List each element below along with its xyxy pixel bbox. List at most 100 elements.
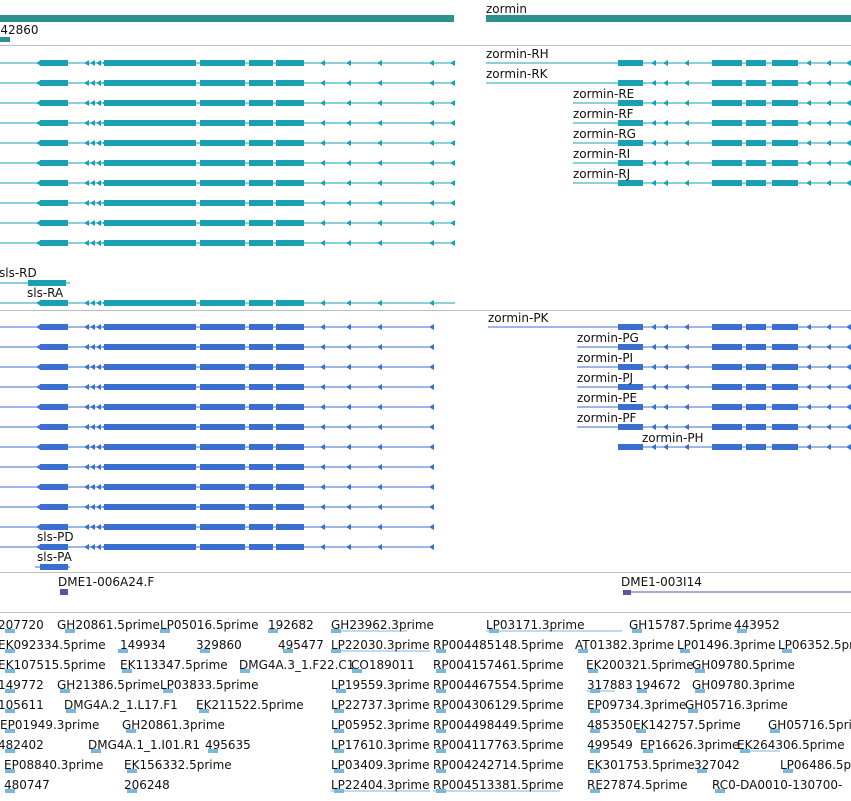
est-label[interactable]: 207720 (0, 618, 44, 632)
est-label[interactable]: RP004498449.5prime (433, 718, 564, 732)
est-label[interactable]: AT01382.3prime (575, 638, 675, 652)
protein-label[interactable]: zormin-PH (642, 431, 704, 445)
exon-arrow (377, 544, 382, 550)
est-label[interactable]: LP03833.5prime (160, 678, 259, 692)
exon-arrow (806, 384, 811, 390)
est-label[interactable]: EK211522.5prime (196, 698, 304, 712)
est-label[interactable]: EK107515.5prime (0, 658, 106, 672)
transcript-label[interactable]: sls-RD (0, 266, 37, 280)
est-label[interactable]: LP19559.3prime (331, 678, 430, 692)
exon-arrow (36, 544, 41, 550)
est-label[interactable]: 317883 (587, 678, 633, 692)
est-label[interactable]: GH20861.5prime (57, 618, 160, 632)
est-label[interactable]: RP004242714.5prime (433, 758, 564, 772)
est-label[interactable]: 485350 (587, 718, 633, 732)
exon-arrow (346, 60, 351, 66)
clone-label[interactable]: DME1-006A24.F (58, 575, 155, 589)
est-label[interactable]: GH05716.5prime (768, 718, 851, 732)
est-label[interactable]: LP03171.3prime (486, 618, 585, 632)
transcript-label[interactable]: zormin-RE (573, 87, 635, 101)
est-label[interactable]: LP05016.5prime (160, 618, 259, 632)
est-label[interactable]: LP03409.3prime (331, 758, 430, 772)
est-label[interactable]: 499549 (587, 738, 633, 752)
est-label[interactable]: 482402 (0, 738, 44, 752)
protein-label[interactable]: sls-PA (37, 550, 72, 564)
est-label[interactable]: EP16626.3prime (640, 738, 740, 752)
est-label[interactable]: 206248 (124, 778, 170, 792)
est-label[interactable]: GH09780.3prime (692, 678, 795, 692)
protein-label[interactable]: zormin-PF (577, 411, 637, 425)
est-label[interactable]: DMG4A.1_1.I01.R1 (88, 738, 201, 752)
est-label[interactable]: 443952 (734, 618, 780, 632)
exon-arrow (320, 504, 325, 510)
est-label[interactable]: RP004306129.5prime (433, 698, 564, 712)
est-label[interactable]: 329860 (196, 638, 242, 652)
est-label[interactable]: RP004485148.5prime (433, 638, 564, 652)
clone-label[interactable]: DME1-003I14 (621, 575, 702, 589)
exon-block (746, 364, 766, 370)
est-label[interactable]: EK301753.5prime (587, 758, 695, 772)
transcript-label[interactable]: zormin-RG (573, 127, 636, 141)
est-label[interactable]: RP004513381.5prime (433, 778, 564, 792)
est-label[interactable]: EP09734.3prime (587, 698, 687, 712)
est-label[interactable]: EP08840.3prime (4, 758, 104, 772)
transcript-label[interactable]: zormin-RI (573, 147, 631, 161)
exon-arrow (90, 180, 95, 186)
est-label[interactable]: CO189011 (351, 658, 415, 672)
exon-arrow (806, 120, 811, 126)
est-label[interactable]: GH20861.3prime (122, 718, 225, 732)
transcript-label[interactable]: zormin-RH (486, 47, 549, 61)
est-label[interactable]: 495477 (278, 638, 324, 652)
est-label[interactable]: 194672 (635, 678, 681, 692)
est-label[interactable]: GH21386.5prime (57, 678, 160, 692)
protein-label[interactable]: zormin-PK (488, 311, 549, 325)
est-label[interactable]: GH23962.3prime (331, 618, 434, 632)
protein-label[interactable]: zormin-PG (577, 331, 639, 345)
gene-label[interactable]: zormin (486, 2, 527, 16)
est-label[interactable]: GH05716.3prime (685, 698, 788, 712)
est-label[interactable]: RC0-DA0010-130700- (712, 778, 843, 792)
est-label[interactable]: 327042 (694, 758, 740, 772)
protein-label[interactable]: zormin-PI (577, 351, 634, 365)
protein-label[interactable]: sls-PD (37, 530, 74, 544)
exon-block (249, 344, 273, 350)
est-label[interactable]: GH15787.5prime (629, 618, 732, 632)
est-label[interactable]: 495635 (205, 738, 251, 752)
est-label[interactable]: RP004157461.5prime (433, 658, 564, 672)
est-label[interactable]: EK092334.5prime (0, 638, 106, 652)
est-label[interactable]: RE27874.5prime (587, 778, 688, 792)
est-label[interactable]: DMG4A.2_1.L17.F1 (64, 698, 178, 712)
est-label[interactable]: 149934 (120, 638, 166, 652)
est-label[interactable]: LP01496.3prime (677, 638, 776, 652)
est-label[interactable]: RP004467554.5prime (433, 678, 564, 692)
est-label[interactable]: 192682 (268, 618, 314, 632)
transcript-label[interactable]: zormin-RK (486, 67, 548, 81)
gene-label[interactable]: R42860 (0, 23, 39, 37)
est-label[interactable]: GH09780.5prime (692, 658, 795, 672)
est-label[interactable]: DMG4A.3_1.F22.C1 (239, 658, 355, 672)
est-label[interactable]: LP06352.5prime (778, 638, 851, 652)
est-label[interactable]: 105611 (0, 698, 44, 712)
est-label[interactable]: EK156332.5prime (124, 758, 232, 772)
exon-arrow (450, 160, 455, 166)
transcript-label[interactable]: zormin-RF (573, 107, 634, 121)
est-label[interactable]: LP06486.5prime (780, 758, 851, 772)
est-label[interactable]: LP17610.3prime (331, 738, 430, 752)
transcript-label[interactable]: sls-RA (27, 286, 64, 300)
est-label[interactable]: 480747 (4, 778, 50, 792)
transcript-label[interactable]: zormin-RJ (573, 167, 631, 181)
est-label[interactable]: EP01949.3prime (0, 718, 100, 732)
protein-label[interactable]: zormin-PE (577, 391, 638, 405)
est-label[interactable]: LP22737.3prime (331, 698, 430, 712)
est-label[interactable]: EK142757.5prime (633, 718, 741, 732)
est-label[interactable]: EK113347.5prime (120, 658, 228, 672)
est-label[interactable]: LP22404.3prime (331, 778, 430, 792)
est-label[interactable]: EK200321.5prime (586, 658, 694, 672)
est-label[interactable]: RP004117763.5prime (433, 738, 564, 752)
est-label[interactable]: 149772 (0, 678, 44, 692)
est-label[interactable]: LP05952.3prime (331, 718, 430, 732)
est-label[interactable]: LP22030.3prime (331, 638, 430, 652)
protein-label[interactable]: zormin-PJ (577, 371, 634, 385)
est-label[interactable]: EK264306.5prime (737, 738, 845, 752)
